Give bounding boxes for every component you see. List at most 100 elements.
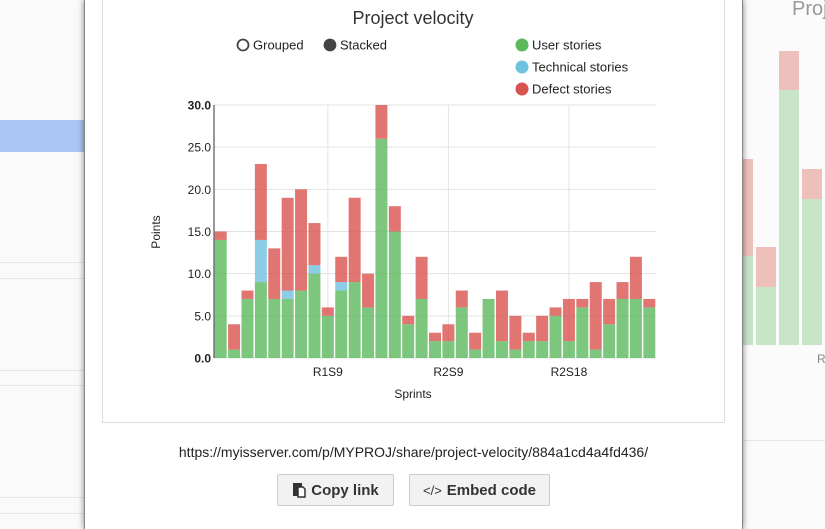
bar-technical-stories xyxy=(281,290,294,299)
bar-defect-stories xyxy=(362,273,375,308)
bar-user-stories xyxy=(576,307,589,358)
bar-defect-stories xyxy=(348,197,361,283)
x-tick-label: R1S9 xyxy=(313,365,343,379)
bar-user-stories xyxy=(455,307,468,358)
legend-label: Defect stories xyxy=(532,82,612,97)
embed-code-label: Embed code xyxy=(446,481,536,499)
y-tick-label: 25.0 xyxy=(188,141,212,155)
legend-label: User stories xyxy=(532,38,602,53)
background-divider xyxy=(0,278,84,279)
bar-user-stories xyxy=(603,324,616,358)
mode-label: Grouped xyxy=(253,38,304,53)
bar-defect-stories xyxy=(268,248,281,299)
bar-user-stories xyxy=(442,341,455,358)
background-divider xyxy=(0,370,84,371)
bar-user-stories xyxy=(321,315,334,358)
mode-radio-stacked[interactable] xyxy=(323,38,337,52)
chart-title: Project velocity xyxy=(352,8,473,28)
bar-defect-stories xyxy=(643,298,656,308)
bar-user-stories xyxy=(402,324,415,358)
bar-defect-stories xyxy=(335,256,348,283)
bar-user-stories xyxy=(241,298,254,358)
bar-defect-stories xyxy=(603,298,616,325)
bar-user-stories xyxy=(308,273,321,358)
bar-user-stories xyxy=(254,282,267,358)
bar-defect-stories xyxy=(402,315,415,325)
y-tick-label: 20.0 xyxy=(188,183,212,197)
bar-user-stories xyxy=(495,341,508,358)
bar-user-stories xyxy=(362,307,375,358)
bar-user-stories xyxy=(482,298,495,358)
bar-user-stories xyxy=(415,298,428,358)
bar-defect-stories xyxy=(295,189,308,291)
bar-defect-stories xyxy=(254,164,267,240)
background-divider xyxy=(0,385,84,386)
code-icon: </> xyxy=(423,482,442,498)
copy-link-label: Copy link xyxy=(311,481,379,499)
background-page-right xyxy=(741,0,825,529)
bar-defect-stories xyxy=(321,307,334,316)
bar-user-stories xyxy=(429,341,441,358)
y-tick-label: 10.0 xyxy=(188,267,212,281)
bar-defect-stories xyxy=(536,315,549,342)
bar-technical-stories xyxy=(308,265,321,274)
bar-user-stories xyxy=(335,290,348,358)
clipboard-icon xyxy=(293,483,306,498)
legend-swatch xyxy=(515,82,529,96)
bar-defect-stories xyxy=(415,256,428,299)
bar-defect-stories xyxy=(241,290,254,299)
mode-radio-grouped[interactable] xyxy=(236,38,250,52)
background-page-left xyxy=(0,0,84,529)
embed-code-button[interactable]: </> Embed code xyxy=(409,474,550,506)
background-tick-label: R xyxy=(817,352,825,366)
y-tick-label: 5.0 xyxy=(194,309,211,323)
bar-user-stories xyxy=(536,341,549,358)
bar-user-stories xyxy=(522,341,535,358)
bar-technical-stories xyxy=(254,239,267,283)
background-selected-row xyxy=(0,120,84,152)
bar-defect-stories xyxy=(469,332,482,350)
copy-link-button[interactable]: Copy link xyxy=(277,474,394,506)
bar-defect-stories xyxy=(308,223,321,266)
bar-user-stories xyxy=(589,349,602,358)
bar-defect-stories xyxy=(495,290,508,342)
y-tick-label: 0.0 xyxy=(194,352,211,366)
bar-defect-stories xyxy=(228,324,241,350)
bar-user-stories xyxy=(562,341,575,358)
bar-defect-stories xyxy=(616,282,629,299)
bar-defect-stories xyxy=(522,332,535,342)
x-tick-label: R2S9 xyxy=(433,365,463,379)
legend-label: Technical stories xyxy=(532,60,629,75)
bar-defect-stories xyxy=(629,256,642,299)
bar-user-stories xyxy=(348,282,361,358)
bar-user-stories xyxy=(469,349,482,358)
bar-user-stories xyxy=(549,315,562,358)
background-chart-title: Proj xyxy=(792,0,825,20)
y-tick-label: 30.0 xyxy=(188,99,212,113)
background-divider xyxy=(0,497,84,498)
bar-user-stories xyxy=(629,298,642,358)
bar-defect-stories xyxy=(455,290,468,308)
bar-user-stories xyxy=(281,298,294,358)
bar-defect-stories xyxy=(388,206,401,232)
y-tick-label: 15.0 xyxy=(188,225,212,239)
background-divider xyxy=(0,513,84,514)
bar-defect-stories xyxy=(549,307,562,316)
bar-defect-stories xyxy=(281,197,294,291)
bar-defect-stories xyxy=(429,332,441,342)
bar-defect-stories xyxy=(576,298,589,308)
bar-user-stories xyxy=(295,290,308,358)
share-url: https://myisserver.com/p/MYPROJ/share/pr… xyxy=(178,444,649,460)
bar-defect-stories xyxy=(442,324,455,342)
x-tick-label: R2S18 xyxy=(551,365,588,379)
bar-defect-stories xyxy=(509,315,522,350)
bar-user-stories xyxy=(616,298,629,358)
chart-container xyxy=(102,0,725,423)
bar-defect-stories xyxy=(375,105,388,139)
y-axis-label: Points xyxy=(149,215,163,248)
bar-technical-stories xyxy=(335,282,348,291)
bar-defect-stories xyxy=(562,298,575,342)
bar-user-stories xyxy=(388,231,401,358)
x-axis-label: Sprints xyxy=(394,387,431,401)
bar-user-stories xyxy=(643,307,656,358)
